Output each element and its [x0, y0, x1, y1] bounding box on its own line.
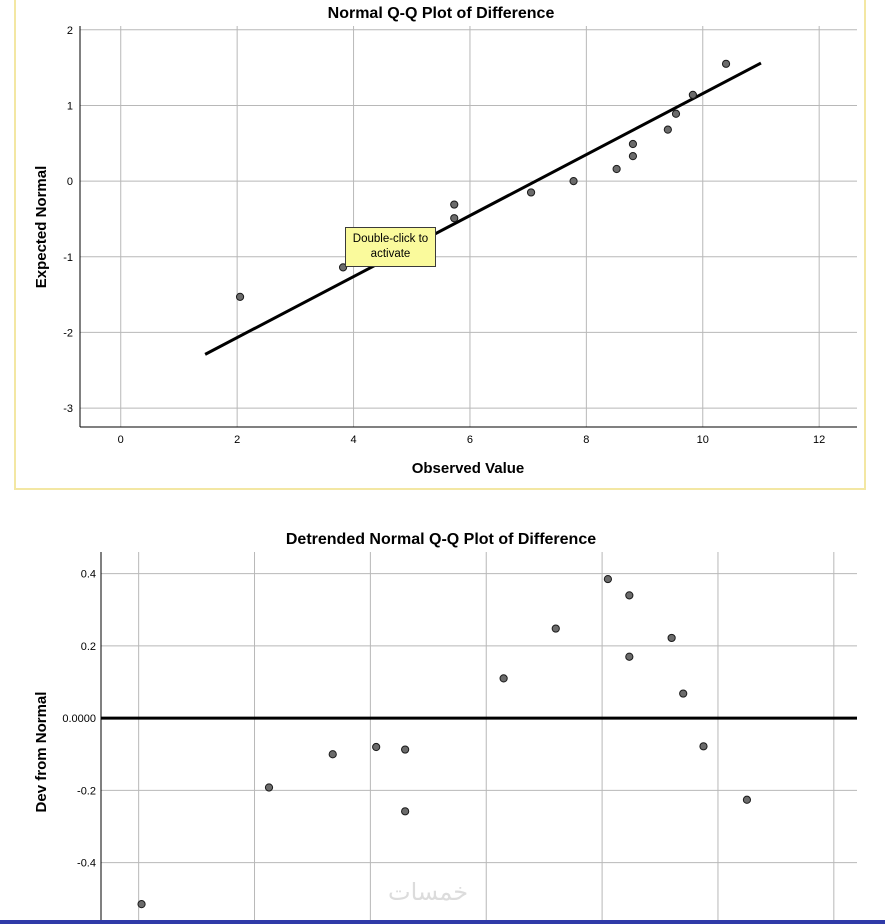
chart2-data-point: [679, 689, 688, 698]
chart2-data-point: [625, 652, 634, 661]
chart1-data-point: [663, 125, 672, 134]
chart2-data-point: [603, 574, 612, 584]
chart1-x-axis-label: Observed Value: [412, 460, 525, 477]
window-bottom-edge: [0, 920, 885, 924]
chart1-data-point: [569, 177, 578, 186]
chart2-title: Detrended Normal Q-Q Plot of Difference: [286, 531, 596, 548]
chart2-data-point: [328, 750, 337, 759]
chart2-data-point: [372, 742, 381, 752]
chart1-reference-line: [204, 61, 762, 356]
chart2-y-tick-label: 0.4: [81, 569, 96, 581]
chart2-data-point: [742, 795, 752, 804]
chart1-axes: [79, 26, 857, 428]
activate-tooltip[interactable]: Double-click to activate: [345, 227, 436, 267]
chart2-gridlines: [101, 552, 857, 924]
tooltip-line-2: activate: [370, 248, 411, 260]
chart1-points: [235, 59, 731, 301]
chart1-x-tick-label: 2: [234, 434, 240, 446]
chart1-y-tick-label: -1: [63, 252, 73, 264]
chart2-points: [137, 574, 752, 909]
chart1-data-point: [671, 109, 681, 118]
chart1-data-point: [628, 152, 638, 161]
chart1-y-tick-label: 2: [67, 25, 73, 37]
chart2-y-tick-label: -0.2: [77, 785, 96, 797]
chart1-y-tick-label: -2: [63, 327, 73, 339]
chart2-tick-labels: 0.4 0.2 0.0000 -0.2 -0.4: [62, 569, 96, 870]
chart1-data-point: [612, 164, 621, 174]
chart2-data-point: [401, 807, 410, 816]
chart1-x-tick-label: 6: [467, 434, 473, 446]
chart1-data-point: [338, 263, 348, 272]
chart1-data-point: [628, 139, 638, 149]
chart2-data-point: [625, 591, 634, 600]
chart1-selection-frame[interactable]: [14, 0, 866, 490]
chart2-data-point: [401, 745, 410, 754]
chart1-x-tick-label: 12: [813, 434, 825, 446]
chart2-data-point: [137, 900, 146, 909]
chart1-data-point: [450, 200, 459, 209]
chart2-y-tick-label: 0.0000: [62, 713, 96, 725]
watermark-logo: خمسات: [388, 878, 469, 906]
chart1-gridlines: [80, 26, 857, 427]
chart2-data-point: [667, 633, 676, 643]
tooltip-line-1: Double-click to: [352, 233, 429, 245]
chart1-data-point: [235, 292, 245, 301]
chart2-data-point: [699, 742, 708, 751]
detrended-qq-plot[interactable]: 0.4 0.2 0.0000 -0.2 -0.4 Detrended Normal Q-…: [33, 531, 857, 924]
chart1-data-point: [721, 59, 731, 68]
chart1-x-tick-label: 10: [697, 434, 709, 446]
chart1-x-tick-label: 8: [583, 434, 589, 446]
chart2-data-point: [264, 783, 274, 792]
chart1-data-point: [450, 214, 459, 223]
chart2-data-point: [551, 624, 560, 633]
chart1-y-tick-label: 0: [67, 176, 73, 188]
chart2-data-point: [499, 674, 508, 683]
chart1-y-tick-label: 1: [67, 100, 73, 112]
chart2-y-tick-label: -0.4: [77, 858, 96, 870]
chart1-data-point: [688, 90, 697, 99]
chart1-x-tick-label: 0: [118, 434, 124, 446]
chart1-data-point: [526, 188, 536, 197]
chart1-title: Normal Q-Q Plot of Difference: [328, 5, 555, 22]
chart1-y-axis-label: Expected Normal: [33, 166, 50, 289]
chart1-x-tick-label: 4: [350, 434, 356, 446]
chart2-y-tick-label: 0.2: [81, 641, 96, 653]
chart1-y-tick-label: -3: [63, 403, 73, 415]
chart2-y-axis-label: Dev from Normal: [33, 692, 50, 813]
